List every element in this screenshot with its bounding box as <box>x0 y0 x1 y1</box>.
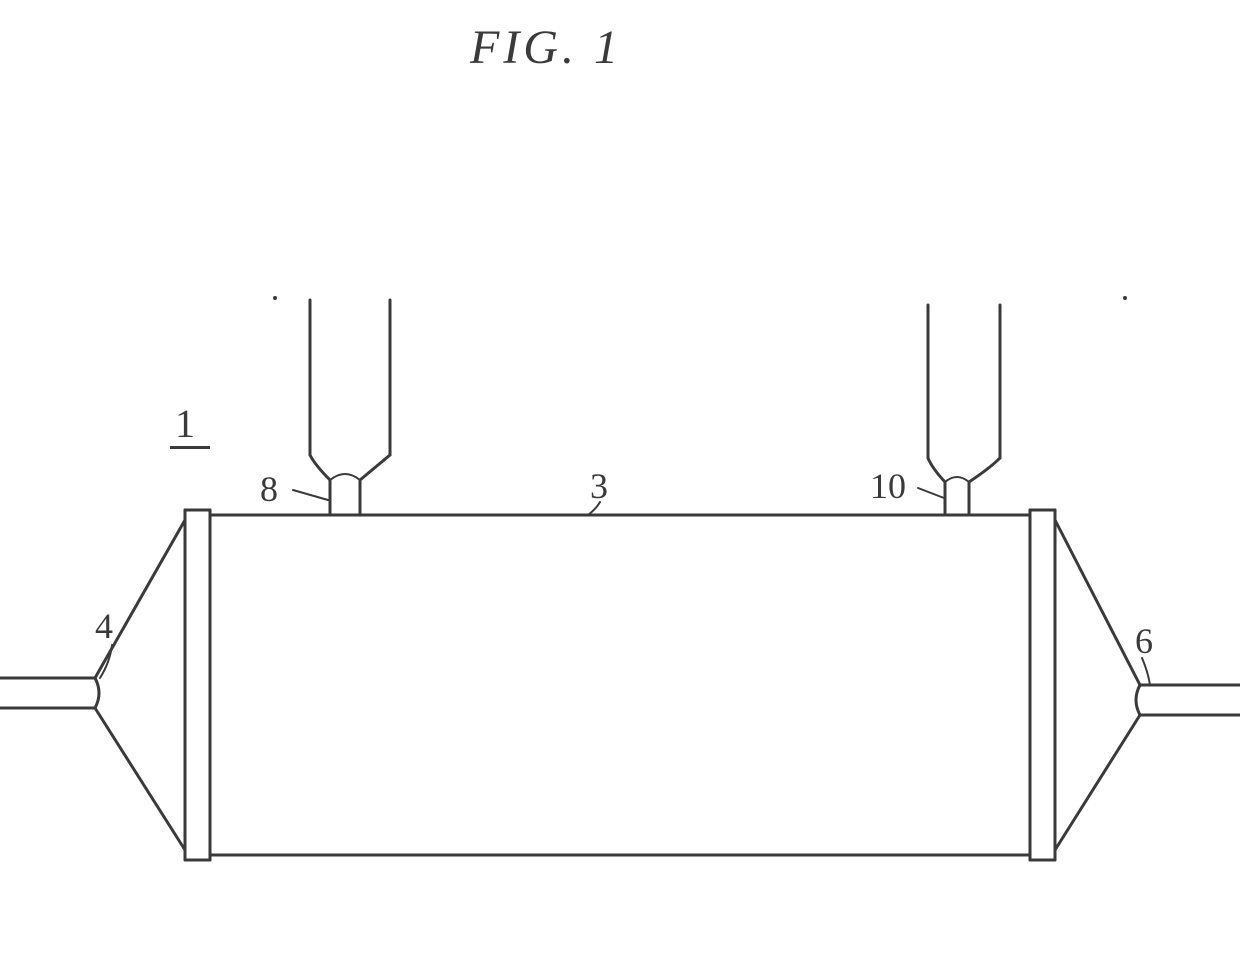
right-axial-port <box>1136 685 1240 715</box>
stray-marks <box>273 296 1127 300</box>
leader-lines <box>100 488 1150 685</box>
left-axial-port <box>0 678 99 708</box>
right-end-cap <box>1055 520 1140 850</box>
left-flange <box>185 510 210 860</box>
left-end-cap <box>95 520 185 850</box>
right-flange <box>1030 510 1055 860</box>
diagram-svg <box>0 0 1240 978</box>
top-port-left <box>310 300 390 515</box>
shell-body <box>210 515 1030 855</box>
top-port-right <box>928 305 1000 515</box>
